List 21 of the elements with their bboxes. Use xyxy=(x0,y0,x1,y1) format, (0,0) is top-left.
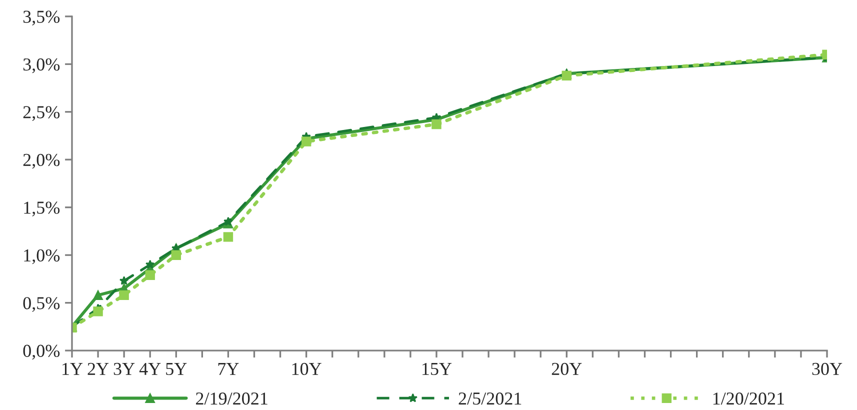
x-tick-label: 20Y xyxy=(552,362,582,376)
legend-label: 2/19/2021 xyxy=(196,392,268,405)
y-tick-label: 0,0% xyxy=(23,344,60,360)
x-tick-label: 30Y xyxy=(812,362,842,376)
y-tick-label: 1,0% xyxy=(24,249,60,264)
y-tick-label: 0,5% xyxy=(23,297,60,312)
y-tick-label: 3,5% xyxy=(23,10,60,26)
x-tick-label: 3Y xyxy=(114,362,135,376)
x-tick-label: 5Y xyxy=(166,363,187,376)
x-tick-label: 15Y xyxy=(422,362,452,376)
y-tick-label: 2,0% xyxy=(23,154,60,169)
y-tick-label: 1,5% xyxy=(24,202,60,216)
x-tick-label: 4Y xyxy=(139,363,161,375)
x-tick-label: 10Y xyxy=(292,362,322,376)
y-tick-label: 2,5% xyxy=(23,106,60,121)
x-tick-label: 1Y xyxy=(62,362,83,375)
y-tick-label: 3,0% xyxy=(23,58,60,74)
legend-label: 2/5/2021 xyxy=(458,392,522,405)
legend-label: 1/20/2021 xyxy=(713,392,784,405)
x-tick-label: 2Y xyxy=(88,362,109,375)
x-tick-label: 7Y xyxy=(218,363,239,375)
